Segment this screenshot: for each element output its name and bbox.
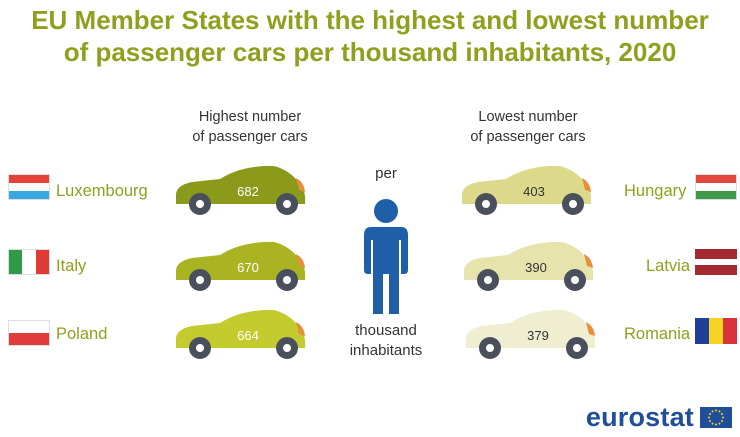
car-value: 682 [237,184,259,199]
car-icon: 682 [176,165,306,215]
car-icon: 664 [176,309,306,359]
car-icon: 390 [464,241,594,291]
car-icon: 670 [176,241,306,291]
title-line-2: of passenger cars per thousand inhabitan… [63,37,677,67]
latvia-flag-icon [695,249,737,275]
country-label-luxembourg: Luxembourg [56,182,148,200]
italy-flag-icon [8,249,50,275]
car-value: 403 [523,184,545,199]
poland-flag-icon [8,320,50,346]
eurostat-logo: eurostat [585,402,694,432]
car-icon: 403 [462,165,592,215]
inhabitants-label: inhabitants [349,342,423,359]
thousand-label: thousand [355,322,417,339]
car-icon: 379 [466,309,596,359]
highest-heading: Highest number of passenger cars [192,109,308,145]
romania-flag-icon [695,318,737,344]
country-label-italy: Italy [56,257,87,275]
person-icon [364,199,408,314]
page-title: EU Member States with the highest and lo… [0,4,740,68]
country-label-hungary: Hungary [624,182,687,200]
eu-flag-icon [700,407,732,428]
car-value: 670 [237,260,259,275]
car-value: 390 [525,260,547,275]
hungary-flag-icon [695,174,737,200]
country-label-poland: Poland [56,325,108,343]
luxembourg-flag-icon [8,174,50,200]
country-label-romania: Romania [624,325,691,343]
title-line-1: EU Member States with the highest and lo… [31,5,709,35]
lowest-heading: Lowest number of passenger cars [470,109,586,145]
car-value: 379 [527,328,549,343]
country-label-latvia: Latvia [646,257,691,275]
car-value: 664 [237,328,259,343]
per-label: per [375,165,397,182]
